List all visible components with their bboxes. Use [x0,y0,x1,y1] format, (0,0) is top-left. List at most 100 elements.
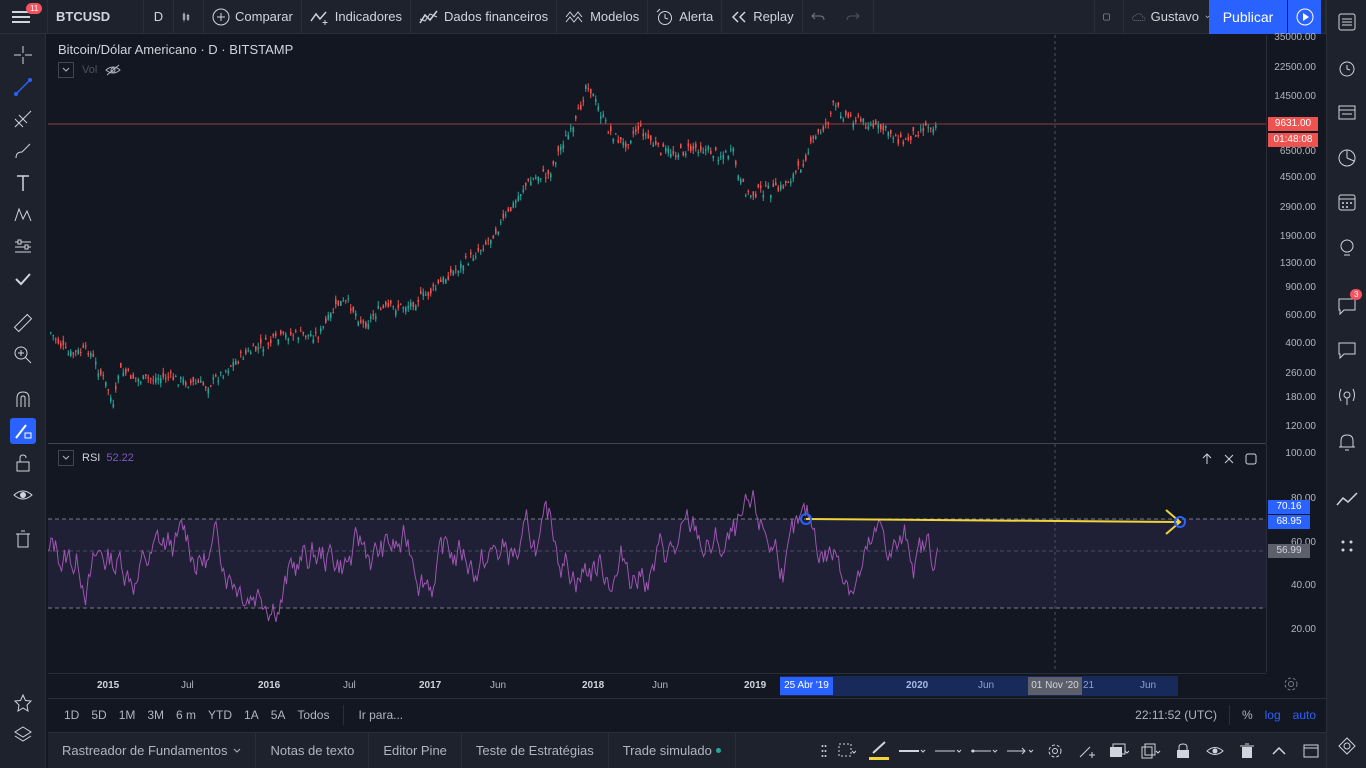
chart-type-button[interactable] [174,0,204,34]
crosshair-tool[interactable] [10,42,36,68]
delete-drawing-button[interactable] [1232,743,1262,759]
tab-stock-screener[interactable]: Rastreador de Fundamentos [48,732,257,768]
clone-drawing-button[interactable] [1136,743,1166,759]
range-6m-button[interactable]: 6 m [176,707,197,722]
menu-button[interactable]: 11 [0,0,48,34]
time-axis[interactable]: 2015 Jul 2016 Jul 2017 Jun 2018 Jun 2019… [48,673,1266,697]
trend-line-handle-end[interactable] [1174,516,1186,528]
axis-settings-button[interactable] [1283,676,1299,695]
hotlists-button[interactable] [1335,146,1359,170]
private-chats-button[interactable] [1335,338,1359,362]
alert-button[interactable]: Alerta [648,0,723,34]
range-all-button[interactable]: Todos [297,707,330,722]
watchlist-favorites[interactable] [10,690,36,716]
price-axis[interactable]: 35000.00 22500.00 14500.00 6500.00 4500.… [1266,32,1324,443]
publish-button[interactable]: Publicar [1209,0,1287,34]
symbol-search[interactable]: BTCUSD [48,0,144,34]
watchlist-button[interactable] [1335,10,1359,34]
data-window-button[interactable] [1335,100,1359,124]
zoom-tool[interactable] [10,342,36,368]
rsi-pane[interactable] [48,444,1266,672]
range-1y-button[interactable]: 1A [244,707,259,722]
tab-text-notes[interactable]: Notas de texto [256,732,370,768]
pattern-tool[interactable] [10,202,36,228]
gann-tool[interactable] [10,106,36,132]
text-tool[interactable] [10,170,36,196]
alerts-button[interactable] [1335,56,1359,80]
financials-button[interactable]: Dados financeiros [411,0,558,34]
range-1d-button[interactable]: 1D [64,707,80,722]
chats-button[interactable]: 3 [1335,289,1363,318]
templates-drawing-button[interactable] [832,743,862,759]
undo-button[interactable] [803,0,838,34]
tab-pine-editor[interactable]: Editor Pine [369,732,462,768]
stay-drawing-tool[interactable] [10,418,36,444]
dom-button[interactable] [1335,534,1359,558]
maximize-panel-button[interactable] [1296,744,1326,758]
publish-video-button[interactable] [1288,0,1321,34]
line-color-button[interactable] [864,741,894,760]
range-ytd-button[interactable]: YTD [208,707,233,722]
more-drawing-button[interactable] [1264,746,1294,755]
price-chart-pane[interactable] [48,35,1266,443]
measure-tool[interactable] [10,310,36,336]
layout-button[interactable] [1094,0,1124,34]
hide-drawings-tool[interactable] [10,482,36,508]
auto-scale-button[interactable]: auto [1292,707,1316,722]
eye-off-icon[interactable] [105,64,122,76]
maximize-pane-button[interactable] [1242,450,1260,468]
replay-button[interactable]: Replay [722,0,803,34]
utc-clock[interactable]: 22:11:52 (UTC) [1135,707,1217,722]
hide-drawing-button[interactable] [1200,745,1230,757]
line-width-button[interactable] [896,747,930,755]
trend-line-tool[interactable] [10,74,36,100]
help-button[interactable] [1335,734,1359,758]
trend-line-drawing[interactable] [805,518,1181,523]
alert-drawing-button[interactable] [1072,743,1102,759]
log-scale-button[interactable]: log [1264,707,1281,722]
lock-drawing-button[interactable] [1168,742,1198,759]
notifications-button[interactable] [1335,430,1359,454]
tab-paper-trading[interactable]: Trade simulado [609,732,736,768]
close-pane-button[interactable] [1220,450,1238,468]
pane-separator[interactable] [48,443,1266,444]
line-start-button[interactable] [968,747,1002,755]
drawing-settings-button[interactable] [1040,743,1070,759]
candle-body [437,279,440,284]
move-pane-up-button[interactable] [1198,450,1216,468]
favorites-tool[interactable] [10,266,36,292]
line-end-button[interactable] [1004,747,1038,755]
calendar-button[interactable] [1335,190,1359,214]
templates-button[interactable]: Modelos [557,0,649,34]
percent-scale-button[interactable]: % [1241,707,1253,722]
prediction-tool[interactable] [10,234,36,260]
ideas-button[interactable] [1335,236,1359,260]
remove-drawings-tool[interactable] [10,526,36,552]
redo-button[interactable] [838,0,874,34]
indicators-label: Indicadores [334,9,403,24]
magnet-tool[interactable] [10,386,36,412]
compare-button[interactable]: Comparar [204,0,302,34]
candle-body [530,181,532,186]
range-5d-button[interactable]: 5D [91,707,107,722]
goto-date-button[interactable]: Ir para... [358,707,404,722]
brush-tool[interactable] [10,138,36,164]
trading-panel-button[interactable] [1335,488,1359,512]
candlestick-series [50,83,937,409]
range-3m-button[interactable]: 3M [147,707,165,722]
streams-button[interactable] [1335,384,1359,408]
object-tree-button[interactable] [10,722,36,748]
collapse-legend-button[interactable] [58,62,74,78]
tab-strategy-tester[interactable]: Teste de Estratégias [462,732,609,768]
trend-line-handle-start[interactable] [800,513,812,525]
collapse-rsi-legend-button[interactable] [58,450,74,466]
visibility-drawing-button[interactable] [1104,743,1134,759]
line-style-button[interactable] [932,747,966,755]
rsi-axis[interactable]: 100.00 80.00 60.00 40.00 20.00 70.16 68.… [1266,444,1324,672]
interval-button[interactable]: D [144,0,174,34]
lock-tool[interactable] [10,450,36,476]
indicators-button[interactable]: Indicadores [302,0,412,34]
range-5y-button[interactable]: 5A [270,707,286,722]
range-1m-button[interactable]: 1M [118,707,136,722]
drag-handle[interactable] [818,744,830,758]
